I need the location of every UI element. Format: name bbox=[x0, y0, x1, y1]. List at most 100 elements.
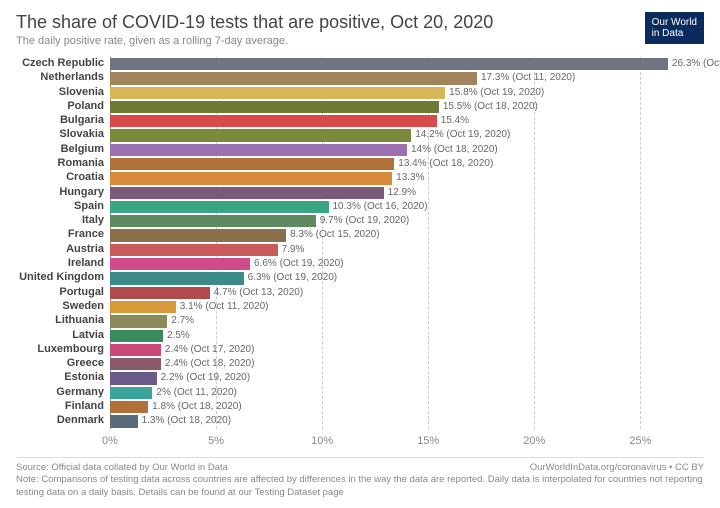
bar bbox=[110, 144, 407, 156]
country-label: France bbox=[68, 228, 110, 241]
value-label: 2.4% (Oct 17, 2020) bbox=[161, 343, 255, 356]
bar bbox=[110, 287, 210, 299]
bar bbox=[110, 415, 138, 427]
bar bbox=[110, 258, 250, 270]
value-label: 13.3% bbox=[392, 171, 424, 184]
bar-row: Netherlands17.3% (Oct 11, 2020) bbox=[110, 71, 704, 85]
value-label: 9.7% (Oct 19, 2020) bbox=[316, 214, 410, 227]
bar-row: Hungary12.9% bbox=[110, 186, 704, 200]
chart-area: Czech Republic26.3% (Oct 18, 2020)Nether… bbox=[110, 57, 704, 455]
bar-row: Latvia2.5% bbox=[110, 329, 704, 343]
bar bbox=[110, 301, 176, 313]
country-label: Poland bbox=[67, 100, 110, 113]
chart-container: The share of COVID-19 tests that are pos… bbox=[0, 0, 720, 508]
value-label: 3.1% (Oct 11, 2020) bbox=[176, 300, 269, 313]
value-label: 12.9% bbox=[384, 186, 416, 199]
country-label: Germany bbox=[56, 386, 110, 399]
bar-row: Portugal4.7% (Oct 13, 2020) bbox=[110, 286, 704, 300]
logo-line-2: in Data bbox=[652, 28, 697, 39]
bar bbox=[110, 330, 163, 342]
value-label: 4.7% (Oct 13, 2020) bbox=[210, 286, 304, 299]
bar-row: Sweden3.1% (Oct 11, 2020) bbox=[110, 300, 704, 314]
source-text: Source: Official data collated by Our Wo… bbox=[16, 462, 228, 473]
value-label: 8.3% (Oct 15, 2020) bbox=[286, 228, 380, 241]
bar bbox=[110, 387, 152, 399]
bar-row: Denmark1.3% (Oct 18, 2020) bbox=[110, 414, 704, 428]
country-label: Sweden bbox=[62, 300, 110, 313]
x-tick-label: 0% bbox=[102, 435, 118, 447]
bar bbox=[110, 344, 161, 356]
bar-row: Germany2% (Oct 11, 2020) bbox=[110, 386, 704, 400]
plot-area: Czech Republic26.3% (Oct 18, 2020)Nether… bbox=[110, 57, 704, 429]
country-label: Croatia bbox=[66, 171, 110, 184]
bar-row: Bulgaria15.4% bbox=[110, 114, 704, 128]
header: The share of COVID-19 tests that are pos… bbox=[16, 12, 704, 47]
bar bbox=[110, 201, 329, 213]
x-tick-label: 10% bbox=[311, 435, 333, 447]
bar-row: Greece2.4% (Oct 18, 2020) bbox=[110, 357, 704, 371]
value-label: 2.2% (Oct 19, 2020) bbox=[157, 371, 251, 384]
country-label: Bulgaria bbox=[60, 114, 110, 127]
bar bbox=[110, 358, 161, 370]
logo-line-1: Our World bbox=[652, 17, 697, 28]
value-label: 2.7% bbox=[167, 314, 194, 327]
note-text: Note: Comparisons of testing data across… bbox=[16, 474, 704, 500]
value-label: 26.3% (Oct 18, 2020) bbox=[668, 57, 720, 70]
country-label: Estonia bbox=[64, 371, 110, 384]
bar bbox=[110, 58, 668, 70]
bar-row: United Kingdom6.3% (Oct 19, 2020) bbox=[110, 271, 704, 285]
bar-row: Finland1.8% (Oct 18, 2020) bbox=[110, 400, 704, 414]
x-tick-label: 25% bbox=[629, 435, 651, 447]
country-label: Greece bbox=[67, 357, 110, 370]
bar-row: Italy9.7% (Oct 19, 2020) bbox=[110, 214, 704, 228]
bar bbox=[110, 372, 157, 384]
chart-subtitle: The daily positive rate, given as a roll… bbox=[16, 35, 704, 47]
bar-row: Slovenia15.8% (Oct 19, 2020) bbox=[110, 86, 704, 100]
bar bbox=[110, 215, 316, 227]
bar bbox=[110, 229, 286, 241]
value-label: 15.5% (Oct 18, 2020) bbox=[439, 100, 538, 113]
bar-row: Belgium14% (Oct 18, 2020) bbox=[110, 143, 704, 157]
bar-row: Ireland6.6% (Oct 19, 2020) bbox=[110, 257, 704, 271]
country-label: Hungary bbox=[59, 186, 110, 199]
country-label: United Kingdom bbox=[19, 271, 110, 284]
value-label: 1.8% (Oct 18, 2020) bbox=[148, 400, 242, 413]
country-label: Ireland bbox=[68, 257, 110, 270]
bar-row: Romania13.4% (Oct 18, 2020) bbox=[110, 157, 704, 171]
bar-row: Croatia13.3% bbox=[110, 171, 704, 185]
country-label: Czech Republic bbox=[22, 57, 110, 70]
bar-row: Spain10.3% (Oct 16, 2020) bbox=[110, 200, 704, 214]
bar bbox=[110, 87, 445, 99]
country-label: Netherlands bbox=[40, 71, 110, 84]
bar bbox=[110, 115, 437, 127]
value-label: 6.3% (Oct 19, 2020) bbox=[244, 271, 338, 284]
value-label: 7.9% bbox=[278, 243, 305, 256]
value-label: 1.3% (Oct 18, 2020) bbox=[138, 414, 232, 427]
country-label: Latvia bbox=[72, 329, 110, 342]
value-label: 17.3% (Oct 11, 2020) bbox=[477, 71, 575, 84]
value-label: 6.6% (Oct 19, 2020) bbox=[250, 257, 344, 270]
value-label: 15.4% bbox=[437, 114, 469, 127]
x-tick-label: 15% bbox=[417, 435, 439, 447]
bar-row: Estonia2.2% (Oct 19, 2020) bbox=[110, 371, 704, 385]
bar bbox=[110, 272, 244, 284]
bar bbox=[110, 72, 477, 84]
bar bbox=[110, 187, 384, 199]
bar bbox=[110, 172, 392, 184]
value-label: 2% (Oct 11, 2020) bbox=[152, 386, 236, 399]
country-label: Denmark bbox=[57, 414, 110, 427]
value-label: 15.8% (Oct 19, 2020) bbox=[445, 86, 544, 99]
footer: Source: Official data collated by Our Wo… bbox=[16, 457, 704, 500]
value-label: 14% (Oct 18, 2020) bbox=[407, 143, 498, 156]
country-label: Portugal bbox=[59, 286, 110, 299]
bar-row: France8.3% (Oct 15, 2020) bbox=[110, 228, 704, 242]
country-label: Italy bbox=[82, 214, 110, 227]
country-label: Romania bbox=[58, 157, 110, 170]
country-label: Slovakia bbox=[59, 128, 110, 141]
value-label: 2.5% bbox=[163, 329, 190, 342]
bar bbox=[110, 101, 439, 113]
value-label: 2.4% (Oct 18, 2020) bbox=[161, 357, 255, 370]
country-label: Lithuania bbox=[55, 314, 110, 327]
bar bbox=[110, 244, 278, 256]
bar-row: Austria7.9% bbox=[110, 243, 704, 257]
